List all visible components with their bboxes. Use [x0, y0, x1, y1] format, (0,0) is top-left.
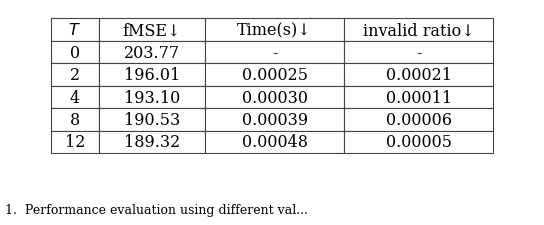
Text: 1.  Performance evaluation using different val...: 1. Performance evaluation using differen…: [5, 203, 308, 216]
